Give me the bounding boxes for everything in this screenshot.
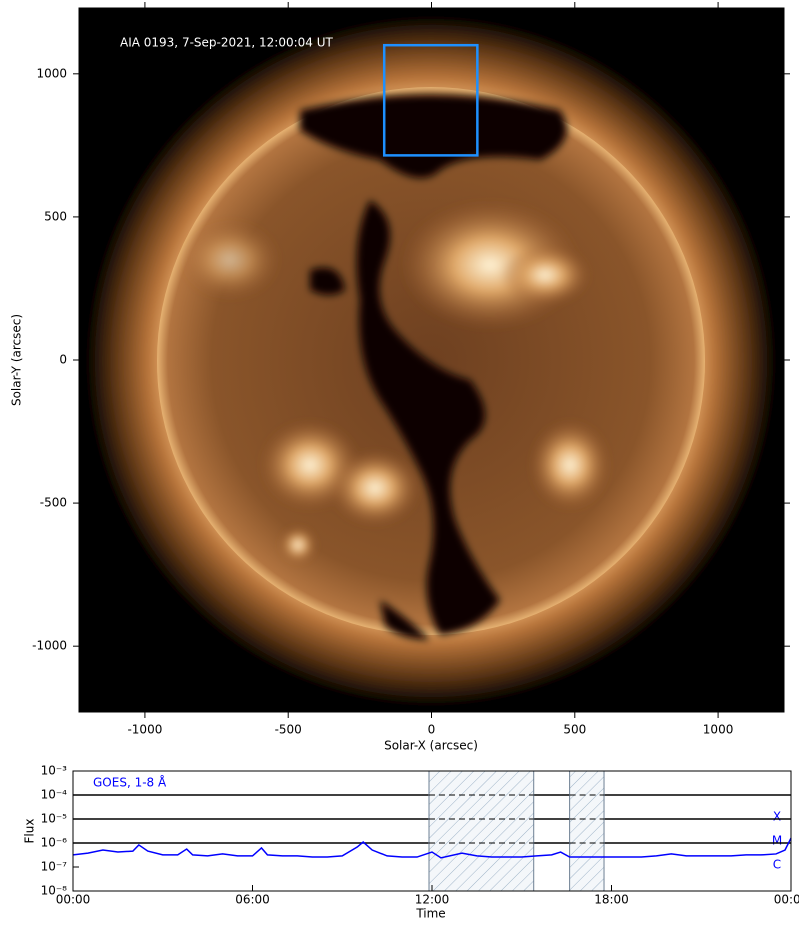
x-tick-label: 1000 <box>703 723 734 737</box>
x-tick-label: 06:00 <box>235 893 270 907</box>
y-tick-label: -500 <box>40 496 67 510</box>
shaded-interval <box>428 770 535 892</box>
y-axis-label: Solar-Y (arcsec) <box>10 314 24 406</box>
y-tick-label: 10⁻⁶ <box>41 836 68 850</box>
y-tick-label: 500 <box>44 209 67 223</box>
x-tick-label: 500 <box>563 723 586 737</box>
class-label: X <box>773 810 781 824</box>
y-tick-label: 10⁻³ <box>41 764 68 778</box>
class-label: C <box>773 858 781 872</box>
y-axis-label: Flux <box>23 819 37 844</box>
y-tick-label: 1000 <box>36 66 67 80</box>
y-tick-label: 0 <box>59 353 67 367</box>
x-tick-label: 12:00 <box>415 893 450 907</box>
x-axis-label: Time <box>415 907 445 921</box>
y-tick-label: -1000 <box>32 639 67 653</box>
solar-image <box>79 8 784 712</box>
shaded-interval <box>569 770 605 892</box>
y-tick-label: 10⁻⁷ <box>41 860 68 874</box>
image-annotation: AIA 0193, 7-Sep-2021, 12:00:04 UT <box>120 36 334 50</box>
x-tick-label: 0 <box>428 723 436 737</box>
class-label: M <box>772 834 782 848</box>
x-tick-label: -1000 <box>127 723 162 737</box>
x-tick-label: 18:00 <box>594 893 629 907</box>
y-tick-label: 10⁻⁸ <box>41 884 68 898</box>
y-tick-label: 10⁻⁴ <box>41 788 68 802</box>
x-tick-label: -500 <box>275 723 302 737</box>
series-label: GOES, 1-8 Å <box>93 775 167 790</box>
x-tick-label: 00:00 <box>56 893 91 907</box>
x-axis-label: Solar-X (arcsec) <box>384 739 478 753</box>
region-box <box>382 43 479 157</box>
x-tick-label: 00:00 <box>774 893 799 907</box>
flux-line <box>72 837 792 859</box>
y-tick-label: 10⁻⁵ <box>41 812 68 826</box>
